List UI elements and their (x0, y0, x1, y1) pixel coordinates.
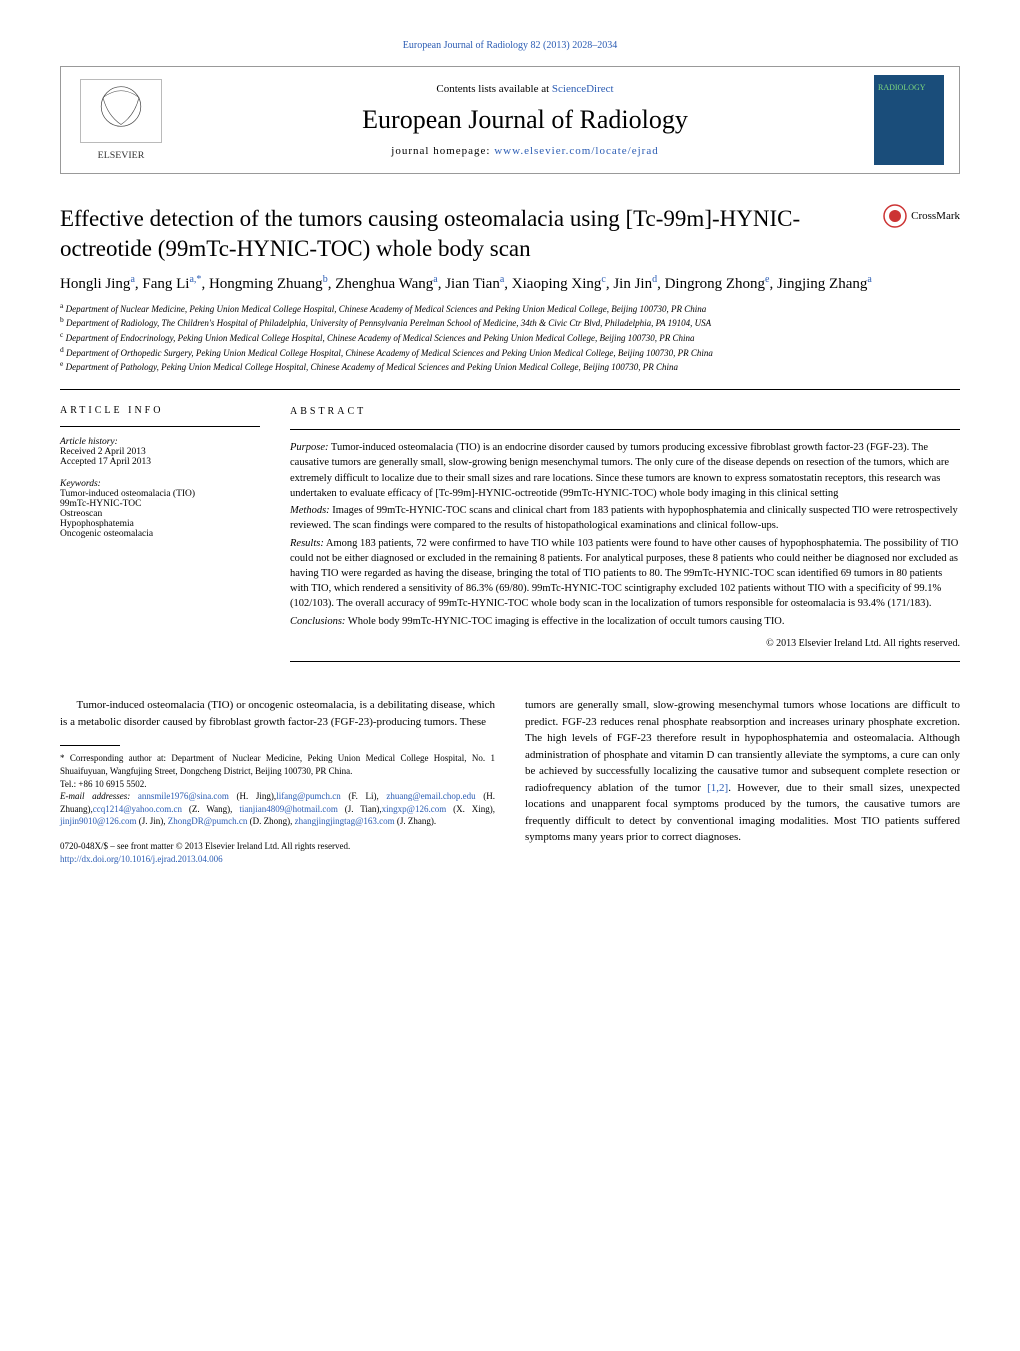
journal-name: European Journal of Radiology (186, 105, 864, 135)
conclusions-label: Conclusions: (290, 616, 345, 627)
info-divider (60, 426, 260, 427)
keywords-section: Keywords: Tumor-induced osteomalacia (TI… (60, 479, 260, 539)
cover-label: RADIOLOGY (878, 83, 926, 92)
homepage-prefix: journal homepage: (391, 145, 494, 157)
sciencedirect-link[interactable]: ScienceDirect (552, 83, 614, 95)
journal-header: ELSEVIER Contents lists available at Sci… (60, 66, 960, 174)
intro-paragraph-right: tumors are generally small, slow-growing… (525, 697, 960, 846)
history-label: Article history: (60, 437, 260, 447)
article-info-column: article info Article history: Received 2… (60, 405, 260, 673)
contents-line: Contents lists available at ScienceDirec… (186, 83, 864, 95)
intro-paragraph-left: Tumor-induced osteomalacia (TIO) or onco… (60, 697, 495, 730)
doi-link[interactable]: http://dx.doi.org/10.1016/j.ejrad.2013.0… (60, 854, 223, 864)
email-addresses: E-mail addresses: annsmile1976@sina.com … (60, 790, 495, 828)
affiliations-list: a Department of Nuclear Medicine, Peking… (60, 301, 960, 374)
section-divider (60, 389, 960, 390)
results-text: Among 183 patients, 72 were confirmed to… (290, 538, 958, 610)
abstract-purpose: Purpose: Tumor-induced osteomalacia (TIO… (290, 440, 960, 501)
article-history: Article history: Received 2 April 2013 A… (60, 437, 260, 467)
corresponding-author-note: * Corresponding author at: Department of… (60, 752, 495, 777)
right-text-1: tumors are generally small, slow-growing… (525, 699, 960, 794)
crossmark-label: CrossMark (911, 210, 960, 222)
methods-text: Images of 99mTc-HYNIC-TOC scans and clin… (290, 505, 958, 531)
front-matter-line: 0720-048X/$ – see front matter © 2013 El… (60, 840, 495, 854)
abstract-methods: Methods: Images of 99mTc-HYNIC-TOC scans… (290, 503, 960, 533)
received-date: Received 2 April 2013 (60, 447, 260, 457)
header-center: Contents lists available at ScienceDirec… (186, 83, 864, 157)
contents-prefix: Contents lists available at (436, 83, 551, 95)
article-info-heading: article info (60, 405, 260, 416)
keywords-label: Keywords: (60, 479, 260, 489)
doi-block: 0720-048X/$ – see front matter © 2013 El… (60, 840, 495, 867)
footnote-divider (60, 745, 120, 746)
authors-list: Hongli Jinga, Fang Lia,*, Hongming Zhuan… (60, 274, 960, 293)
crossmark-badge[interactable]: CrossMark (883, 204, 960, 228)
abstract-copyright: © 2013 Elsevier Ireland Ltd. All rights … (290, 637, 960, 652)
left-column: Tumor-induced osteomalacia (TIO) or onco… (60, 697, 495, 867)
purpose-text: Tumor-induced osteomalacia (TIO) is an e… (290, 442, 949, 499)
abstract-heading: abstract (290, 405, 960, 420)
purpose-label: Purpose: (290, 442, 329, 453)
reference-link[interactable]: [1,2] (707, 782, 728, 794)
abstract-results: Results: Among 183 patients, 72 were con… (290, 536, 960, 612)
conclusions-text: Whole body 99mTc-HYNIC-TOC imaging is ef… (345, 616, 784, 627)
telephone: Tel.: +86 10 6915 5502. (60, 778, 495, 791)
results-label: Results: (290, 538, 324, 549)
abstract-column: abstract Purpose: Tumor-induced osteomal… (290, 405, 960, 673)
body-text-columns: Tumor-induced osteomalacia (TIO) or onco… (60, 697, 960, 867)
abstract-conclusions: Conclusions: Whole body 99mTc-HYNIC-TOC … (290, 614, 960, 629)
svg-text:ELSEVIER: ELSEVIER (98, 150, 145, 161)
article-title: Effective detection of the tumors causin… (60, 204, 863, 264)
keywords-list: Tumor-induced osteomalacia (TIO)99mTc-HY… (60, 489, 260, 539)
crossmark-icon (883, 204, 907, 228)
info-abstract-row: article info Article history: Received 2… (60, 405, 960, 673)
title-row: Effective detection of the tumors causin… (60, 204, 960, 264)
abstract-end-divider (290, 661, 960, 662)
journal-citation-header: European Journal of Radiology 82 (2013) … (60, 40, 960, 51)
methods-label: Methods: (290, 505, 330, 516)
footnotes-block: * Corresponding author at: Department of… (60, 752, 495, 828)
right-column: tumors are generally small, slow-growing… (525, 697, 960, 867)
homepage-link[interactable]: www.elsevier.com/locate/ejrad (494, 145, 659, 157)
elsevier-logo: ELSEVIER (76, 75, 166, 165)
accepted-date: Accepted 17 April 2013 (60, 457, 260, 467)
abstract-divider (290, 429, 960, 430)
journal-cover-thumbnail: RADIOLOGY (874, 75, 944, 165)
journal-homepage: journal homepage: www.elsevier.com/locat… (186, 145, 864, 157)
